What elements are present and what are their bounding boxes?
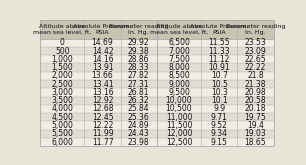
Text: 4,000: 4,000 xyxy=(51,104,73,114)
Text: 12,000: 12,000 xyxy=(166,129,192,138)
Text: 20.58: 20.58 xyxy=(244,96,266,105)
Text: 1,500: 1,500 xyxy=(51,63,73,72)
Text: 23.09: 23.09 xyxy=(244,47,266,56)
Text: 19.03: 19.03 xyxy=(244,129,266,138)
Text: 9.34: 9.34 xyxy=(211,129,228,138)
Text: 20.98: 20.98 xyxy=(244,88,266,97)
Text: 3,500: 3,500 xyxy=(51,96,73,105)
Text: 4,500: 4,500 xyxy=(51,113,73,122)
Text: 14.69: 14.69 xyxy=(92,38,114,47)
Text: 29.92: 29.92 xyxy=(128,38,150,47)
Text: 27.82: 27.82 xyxy=(128,71,150,80)
Bar xyxy=(40,97,274,105)
Text: 12.68: 12.68 xyxy=(92,104,113,114)
Text: 25.84: 25.84 xyxy=(128,104,150,114)
Bar xyxy=(40,64,274,72)
Text: 9.9: 9.9 xyxy=(213,104,225,114)
Text: 24.89: 24.89 xyxy=(128,121,150,130)
Text: 13.16: 13.16 xyxy=(92,88,114,97)
Text: 9.52: 9.52 xyxy=(211,121,228,130)
Text: 21.38: 21.38 xyxy=(245,80,266,89)
Text: 19.4: 19.4 xyxy=(247,121,264,130)
Text: 13.41: 13.41 xyxy=(92,80,114,89)
Text: Barometer reading
In. Hg.: Barometer reading In. Hg. xyxy=(109,24,169,35)
Text: Altitude above
mean sea level, ft.: Altitude above mean sea level, ft. xyxy=(33,24,91,35)
Text: 19.75: 19.75 xyxy=(244,113,266,122)
Text: 26.32: 26.32 xyxy=(128,96,150,105)
Text: 10.1: 10.1 xyxy=(211,96,228,105)
Bar xyxy=(40,39,274,47)
Text: 29.38: 29.38 xyxy=(128,47,150,56)
Bar xyxy=(40,138,274,146)
Text: 11.33: 11.33 xyxy=(208,47,230,56)
Text: 8,500: 8,500 xyxy=(168,71,190,80)
Text: 9.71: 9.71 xyxy=(211,113,228,122)
Text: Absolute Pressure,
PSIA: Absolute Pressure, PSIA xyxy=(190,24,248,35)
Bar xyxy=(40,80,274,88)
Text: 11.77: 11.77 xyxy=(92,138,114,147)
Text: 6,500: 6,500 xyxy=(168,38,190,47)
Text: 18.65: 18.65 xyxy=(244,138,266,147)
Text: 8,000: 8,000 xyxy=(168,63,190,72)
Text: 11.12: 11.12 xyxy=(209,55,230,64)
Bar xyxy=(40,20,274,39)
Text: 10.7: 10.7 xyxy=(211,71,228,80)
Bar xyxy=(40,88,274,97)
Text: 12.45: 12.45 xyxy=(92,113,114,122)
Text: 9,500: 9,500 xyxy=(168,88,190,97)
Bar xyxy=(40,72,274,80)
Text: 5,500: 5,500 xyxy=(51,129,73,138)
Text: 25.36: 25.36 xyxy=(128,113,150,122)
Text: 9.15: 9.15 xyxy=(211,138,228,147)
Text: 0: 0 xyxy=(60,38,65,47)
Text: 12.22: 12.22 xyxy=(92,121,113,130)
Text: 3,000: 3,000 xyxy=(51,88,73,97)
Text: 10,000: 10,000 xyxy=(166,96,192,105)
Text: 11,000: 11,000 xyxy=(166,113,192,122)
Bar xyxy=(40,47,274,55)
Text: 28.86: 28.86 xyxy=(128,55,150,64)
Text: 1,000: 1,000 xyxy=(51,55,73,64)
Text: Altitude above
mean sea level, ft.: Altitude above mean sea level, ft. xyxy=(150,24,208,35)
Text: 23.53: 23.53 xyxy=(244,38,266,47)
Text: 7,500: 7,500 xyxy=(168,55,190,64)
Text: Absolute Pressure,
PSIA: Absolute Pressure, PSIA xyxy=(73,24,132,35)
Text: 23.98: 23.98 xyxy=(128,138,150,147)
Text: 14.16: 14.16 xyxy=(92,55,114,64)
Text: 10.5: 10.5 xyxy=(211,80,228,89)
Text: 11,500: 11,500 xyxy=(166,121,192,130)
Text: 22.65: 22.65 xyxy=(244,55,266,64)
Text: 22.22: 22.22 xyxy=(245,63,266,72)
Bar xyxy=(40,130,274,138)
Text: 500: 500 xyxy=(55,47,70,56)
Text: Barometer reading
In. Hg.: Barometer reading In. Hg. xyxy=(226,24,285,35)
Text: 12,500: 12,500 xyxy=(166,138,192,147)
Text: 9,000: 9,000 xyxy=(168,80,190,89)
Bar xyxy=(40,113,274,121)
Text: 14.42: 14.42 xyxy=(92,47,114,56)
Text: 11.99: 11.99 xyxy=(92,129,114,138)
Text: 10,500: 10,500 xyxy=(166,104,192,114)
Text: 6,000: 6,000 xyxy=(51,138,73,147)
Text: 21.8: 21.8 xyxy=(247,71,264,80)
Text: 10.91: 10.91 xyxy=(208,63,230,72)
Text: 28.33: 28.33 xyxy=(128,63,150,72)
Text: 12.92: 12.92 xyxy=(92,96,113,105)
Text: 13.91: 13.91 xyxy=(92,63,114,72)
Text: 10.3: 10.3 xyxy=(211,88,228,97)
Bar xyxy=(40,105,274,113)
Text: 2,500: 2,500 xyxy=(51,80,73,89)
Text: 26.81: 26.81 xyxy=(128,88,150,97)
Text: 27.31: 27.31 xyxy=(128,80,150,89)
Text: 2,000: 2,000 xyxy=(51,71,73,80)
Text: 13.66: 13.66 xyxy=(92,71,114,80)
Bar xyxy=(40,121,274,130)
Bar xyxy=(40,55,274,64)
Text: 24.43: 24.43 xyxy=(128,129,150,138)
Text: 5,000: 5,000 xyxy=(51,121,73,130)
Text: 20.18: 20.18 xyxy=(245,104,266,114)
Text: 11.55: 11.55 xyxy=(208,38,230,47)
Text: 7,000: 7,000 xyxy=(168,47,190,56)
